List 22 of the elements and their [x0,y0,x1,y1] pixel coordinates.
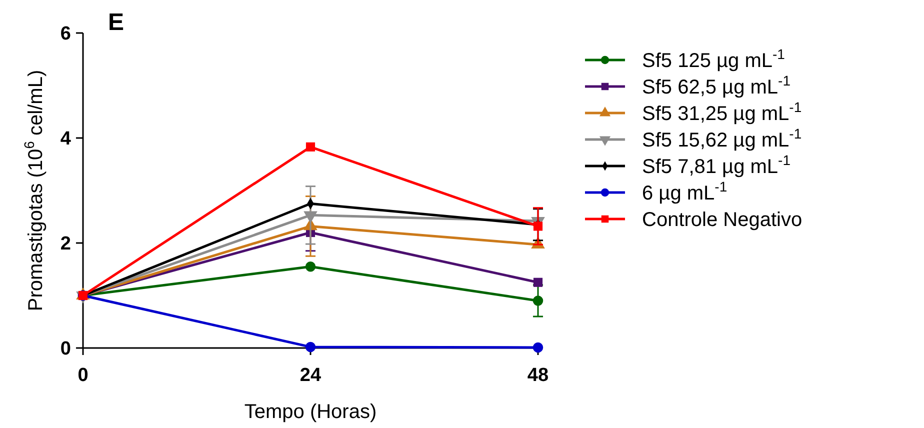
point [532,296,544,306]
point [305,342,316,352]
y-tick-label: 2 [60,234,71,255]
point [533,278,543,287]
y-tick-label: 6 [60,24,71,45]
x-tick-label: 48 [527,365,549,386]
chart-title: E [108,9,124,36]
legend-label: Sf5 31,25 µg mL$^{-1}$ [642,99,802,125]
legend-label: Sf5 7,81 µg mL$^{-1}$ [642,152,791,178]
legend-label: Sf5 62,5 µg mL$^{-1}$ [642,72,791,98]
x-axis-title: Tempo (Horas) [244,401,377,423]
x-tick-label: 24 [300,365,322,386]
legend-label: Sf5 125 µg mL$^{-1}$ [642,46,786,72]
point [306,142,316,152]
point [305,262,316,272]
x-tick-label: 0 [78,365,88,386]
point [533,222,543,231]
legend-label: 6 µg mL$^{-1}$ [642,178,728,204]
y-tick-label: 4 [60,128,72,150]
legend-label: Controle Negativo [642,209,802,231]
y-tick-label: 0 [60,338,71,360]
legend-label: Sf5 15,62 µg mL$^{-1}$ [642,126,802,152]
